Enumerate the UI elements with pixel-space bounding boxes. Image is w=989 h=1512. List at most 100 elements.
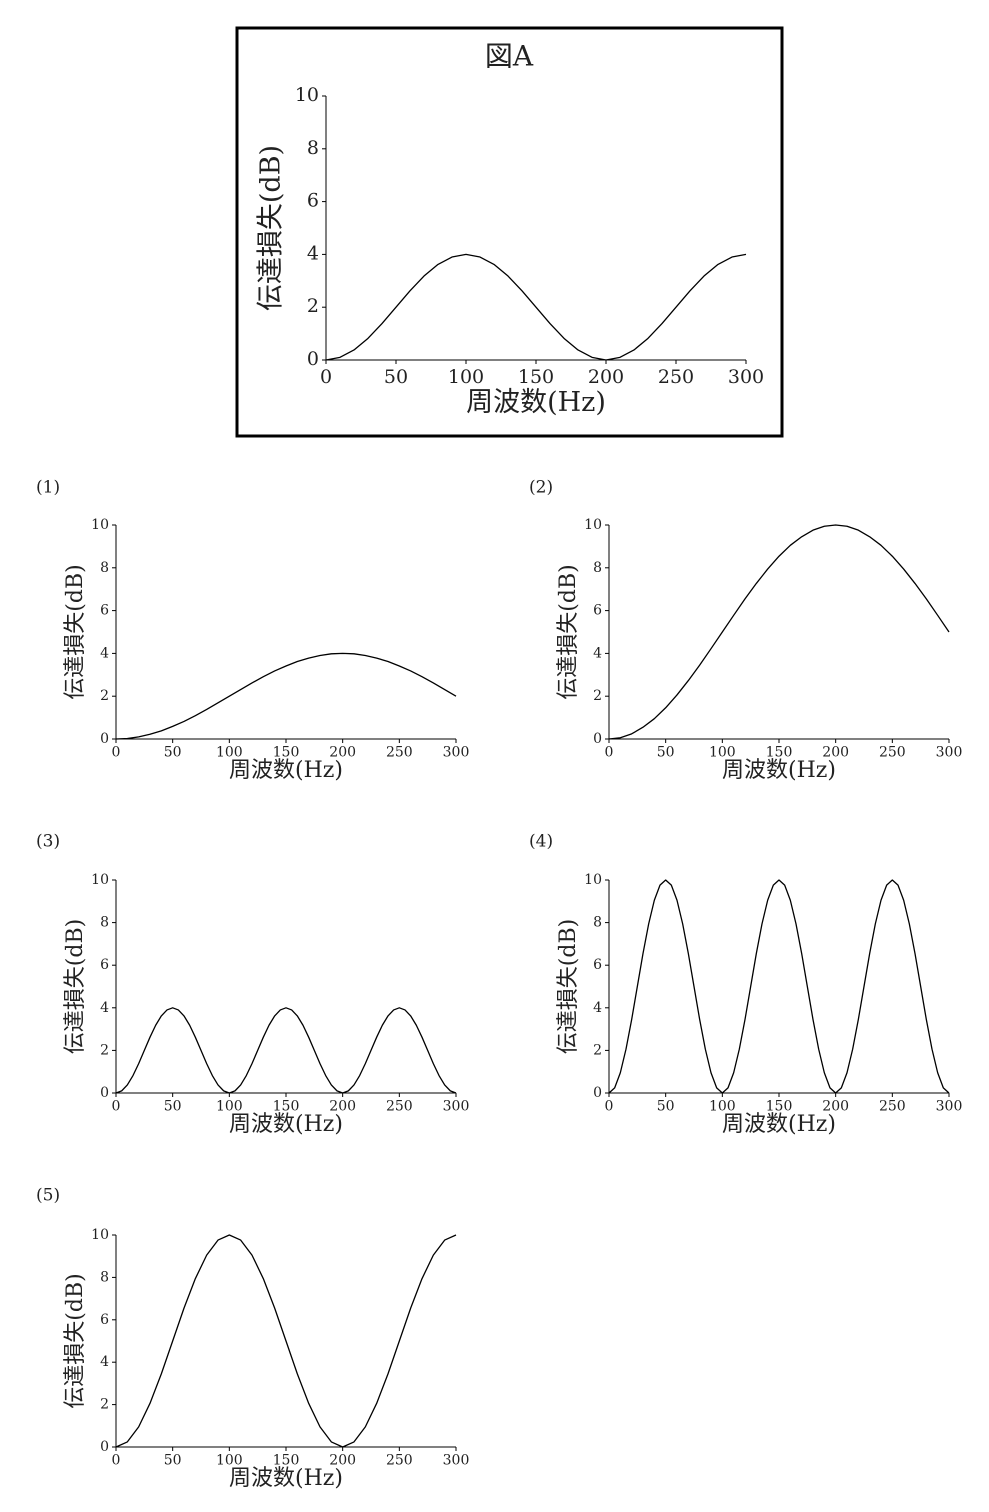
x-tick-label: 150 [518, 366, 554, 388]
x-axis-label: 周波数(Hz) [229, 758, 343, 783]
x-tick-label: 150 [273, 744, 300, 760]
y-tick-label: 6 [100, 603, 109, 619]
x-tick-label: 300 [443, 1098, 470, 1114]
data-line [608, 524, 950, 740]
y-tick-label: 4 [593, 645, 602, 661]
y-tick-label: 4 [593, 1000, 602, 1016]
y-tick-label: 4 [307, 242, 319, 264]
x-tick-label: 200 [329, 1452, 356, 1468]
x-tick-label: 50 [164, 1098, 182, 1114]
y-tick-label: 10 [91, 872, 109, 888]
y-tick-label: 2 [307, 295, 319, 317]
y-tick-label: 0 [100, 1085, 109, 1101]
x-tick-label: 250 [658, 366, 694, 388]
y-tick-label: 2 [593, 688, 602, 704]
y-tick-label: 2 [100, 1042, 109, 1058]
y-axis-label: 伝達損失(dB) [63, 919, 88, 1054]
y-tick-label: 4 [100, 1000, 109, 1016]
x-tick-label: 0 [112, 1098, 121, 1114]
y-tick-label: 8 [100, 560, 109, 576]
x-axis-label: 周波数(Hz) [466, 387, 606, 418]
y-tick-label: 2 [100, 688, 109, 704]
chart-title: (3) [36, 832, 60, 852]
y-tick-label: 4 [100, 1354, 109, 1370]
y-tick-label: 10 [91, 1227, 109, 1243]
x-tick-label: 300 [936, 744, 963, 760]
chart-title: (1) [36, 478, 60, 498]
x-tick-label: 50 [164, 1452, 182, 1468]
x-tick-label: 250 [879, 1098, 906, 1114]
x-tick-label: 150 [273, 1452, 300, 1468]
x-tick-label: 50 [164, 744, 182, 760]
x-tick-label: 50 [657, 744, 675, 760]
y-tick-label: 6 [100, 1312, 109, 1328]
x-tick-label: 0 [605, 1098, 614, 1114]
x-tick-label: 0 [112, 744, 121, 760]
x-tick-label: 0 [605, 744, 614, 760]
x-tick-label: 300 [443, 744, 470, 760]
y-tick-label: 10 [584, 517, 602, 533]
x-tick-label: 150 [766, 1098, 793, 1114]
y-tick-label: 8 [593, 915, 602, 931]
chart-title: (2) [529, 478, 553, 498]
x-tick-label: 200 [588, 366, 624, 388]
y-tick-label: 0 [307, 348, 319, 370]
x-tick-label: 200 [822, 744, 849, 760]
x-tick-label: 100 [448, 366, 484, 388]
data-line [115, 1234, 457, 1448]
x-axis-label: 周波数(Hz) [229, 1112, 343, 1137]
x-tick-label: 100 [216, 1452, 243, 1468]
x-tick-label: 300 [443, 1452, 470, 1468]
y-tick-label: 6 [593, 603, 602, 619]
y-axis-label: 伝達損失(dB) [256, 145, 287, 311]
figure-a-frame [235, 26, 784, 438]
y-tick-label: 8 [593, 560, 602, 576]
y-tick-label: 6 [593, 957, 602, 973]
y-tick-label: 0 [100, 731, 109, 747]
x-tick-label: 0 [320, 366, 332, 388]
x-tick-label: 200 [329, 744, 356, 760]
y-tick-label: 10 [584, 872, 602, 888]
x-tick-label: 200 [329, 1098, 356, 1114]
chart-title: (4) [529, 832, 553, 852]
x-tick-label: 100 [216, 1098, 243, 1114]
x-tick-label: 200 [822, 1098, 849, 1114]
y-axis-label: 伝達損失(dB) [556, 919, 581, 1054]
x-tick-label: 250 [386, 744, 413, 760]
x-tick-label: 250 [386, 1098, 413, 1114]
y-tick-label: 2 [593, 1042, 602, 1058]
y-tick-label: 0 [100, 1439, 109, 1455]
x-tick-label: 150 [766, 744, 793, 760]
y-tick-label: 6 [307, 190, 319, 212]
x-axis-label: 周波数(Hz) [722, 758, 836, 783]
data-line [325, 253, 747, 361]
chart-title: (5) [36, 1186, 60, 1206]
x-tick-label: 100 [709, 1098, 736, 1114]
x-tick-label: 300 [728, 366, 764, 388]
data-line [608, 879, 950, 1094]
x-tick-label: 250 [386, 1452, 413, 1468]
x-tick-label: 0 [112, 1452, 121, 1468]
y-tick-label: 8 [307, 137, 319, 159]
y-axis-label: 伝達損失(dB) [556, 564, 581, 699]
y-tick-label: 0 [593, 731, 602, 747]
y-axis-label: 伝達損失(dB) [63, 564, 88, 699]
y-tick-label: 8 [100, 915, 109, 931]
data-line [115, 652, 457, 740]
y-tick-label: 0 [593, 1085, 602, 1101]
chart-title: 図A [485, 40, 534, 73]
x-axis-label: 周波数(Hz) [229, 1466, 343, 1491]
x-tick-label: 50 [657, 1098, 675, 1114]
x-axis-label: 周波数(Hz) [722, 1112, 836, 1137]
x-tick-label: 100 [709, 744, 736, 760]
y-tick-label: 6 [100, 957, 109, 973]
y-tick-label: 10 [295, 84, 319, 106]
x-tick-label: 100 [216, 744, 243, 760]
y-axis-label: 伝達損失(dB) [63, 1273, 88, 1408]
x-tick-label: 250 [879, 744, 906, 760]
x-tick-label: 50 [384, 366, 408, 388]
y-tick-label: 8 [100, 1269, 109, 1285]
x-tick-label: 300 [936, 1098, 963, 1114]
